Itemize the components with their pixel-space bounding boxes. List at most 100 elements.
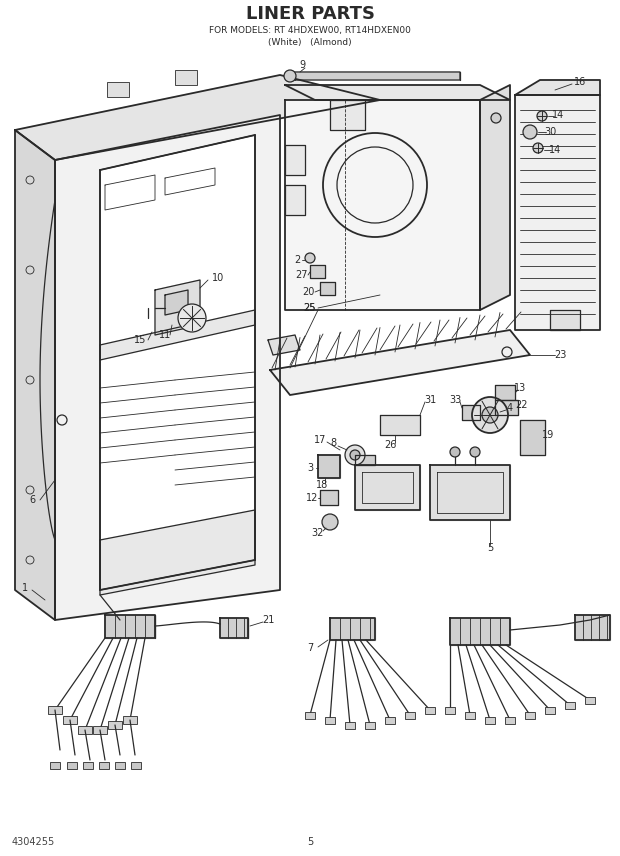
- Polygon shape: [450, 618, 510, 645]
- Text: 20: 20: [302, 287, 314, 297]
- Bar: [525, 712, 535, 719]
- Bar: [425, 707, 435, 714]
- Polygon shape: [495, 400, 518, 415]
- Text: 9: 9: [299, 60, 305, 70]
- Polygon shape: [100, 310, 255, 360]
- Polygon shape: [380, 415, 420, 435]
- Polygon shape: [290, 72, 460, 80]
- Bar: [63, 716, 77, 724]
- Bar: [445, 707, 455, 714]
- Polygon shape: [155, 280, 200, 335]
- Bar: [565, 702, 575, 709]
- Text: (White)   (Almond): (White) (Almond): [268, 38, 352, 46]
- Text: 23: 23: [554, 350, 566, 360]
- Polygon shape: [515, 95, 600, 330]
- Polygon shape: [515, 80, 600, 95]
- Text: 3: 3: [307, 463, 313, 473]
- Text: 15: 15: [134, 335, 146, 345]
- Circle shape: [450, 447, 460, 457]
- Text: 33: 33: [449, 395, 461, 405]
- Polygon shape: [550, 310, 580, 330]
- Text: 19: 19: [542, 430, 554, 440]
- Bar: [545, 707, 555, 714]
- Circle shape: [533, 143, 543, 153]
- Bar: [67, 762, 77, 769]
- Polygon shape: [355, 465, 420, 510]
- Bar: [175, 70, 197, 85]
- Circle shape: [470, 447, 480, 457]
- Bar: [115, 762, 125, 769]
- Text: 5: 5: [487, 543, 493, 553]
- Circle shape: [322, 514, 338, 530]
- Text: 16: 16: [574, 77, 586, 87]
- Polygon shape: [15, 130, 55, 620]
- Text: LINER PARTS: LINER PARTS: [246, 5, 374, 23]
- Bar: [93, 726, 107, 734]
- Text: 8: 8: [330, 438, 336, 448]
- Bar: [78, 726, 92, 734]
- Polygon shape: [520, 420, 545, 455]
- Bar: [305, 712, 315, 719]
- Circle shape: [537, 111, 547, 121]
- Polygon shape: [100, 135, 255, 590]
- Circle shape: [178, 304, 206, 332]
- Text: 2: 2: [294, 255, 300, 265]
- Bar: [108, 721, 122, 729]
- Polygon shape: [285, 185, 305, 215]
- Text: 6: 6: [29, 495, 35, 505]
- Bar: [123, 716, 137, 724]
- Text: 1: 1: [22, 583, 28, 593]
- Polygon shape: [285, 100, 480, 310]
- Text: 7: 7: [307, 643, 313, 653]
- Circle shape: [491, 113, 501, 123]
- Text: 22: 22: [516, 400, 528, 410]
- Text: 12: 12: [306, 493, 318, 503]
- Text: 13: 13: [514, 383, 526, 393]
- Text: 25: 25: [304, 303, 316, 313]
- Bar: [485, 717, 495, 724]
- Polygon shape: [105, 615, 155, 638]
- Text: 25: 25: [304, 303, 316, 313]
- Polygon shape: [480, 85, 510, 310]
- Polygon shape: [320, 282, 335, 295]
- Circle shape: [482, 407, 498, 423]
- Text: 30: 30: [544, 127, 556, 137]
- Bar: [325, 717, 335, 724]
- Text: 21: 21: [262, 615, 274, 625]
- Bar: [107, 82, 129, 97]
- Text: 18: 18: [316, 480, 328, 490]
- Text: 17: 17: [314, 435, 326, 445]
- Polygon shape: [285, 145, 305, 175]
- Polygon shape: [330, 618, 375, 640]
- Text: FOR MODELS: RT 4HDXEW00, RT14HDXEN00: FOR MODELS: RT 4HDXEW00, RT14HDXEN00: [209, 26, 411, 34]
- Polygon shape: [165, 290, 188, 315]
- Polygon shape: [55, 115, 280, 620]
- Circle shape: [305, 253, 315, 263]
- Bar: [99, 762, 109, 769]
- Polygon shape: [268, 335, 300, 355]
- Polygon shape: [285, 85, 510, 100]
- Bar: [365, 722, 375, 729]
- Bar: [585, 697, 595, 704]
- Circle shape: [472, 397, 508, 433]
- Bar: [345, 722, 355, 729]
- Polygon shape: [430, 465, 510, 520]
- Polygon shape: [318, 455, 340, 478]
- Bar: [48, 706, 62, 714]
- Text: 32: 32: [312, 528, 324, 538]
- Polygon shape: [270, 330, 530, 395]
- Polygon shape: [310, 265, 325, 278]
- Polygon shape: [320, 490, 338, 505]
- Text: 11: 11: [159, 330, 171, 340]
- Polygon shape: [100, 510, 255, 595]
- Circle shape: [284, 70, 296, 82]
- Text: 4: 4: [507, 403, 513, 413]
- Polygon shape: [495, 385, 515, 400]
- Polygon shape: [220, 618, 248, 638]
- Polygon shape: [15, 75, 380, 160]
- Polygon shape: [355, 455, 375, 465]
- Bar: [505, 717, 515, 724]
- Text: 27: 27: [296, 270, 308, 280]
- Circle shape: [345, 445, 365, 465]
- Bar: [83, 762, 93, 769]
